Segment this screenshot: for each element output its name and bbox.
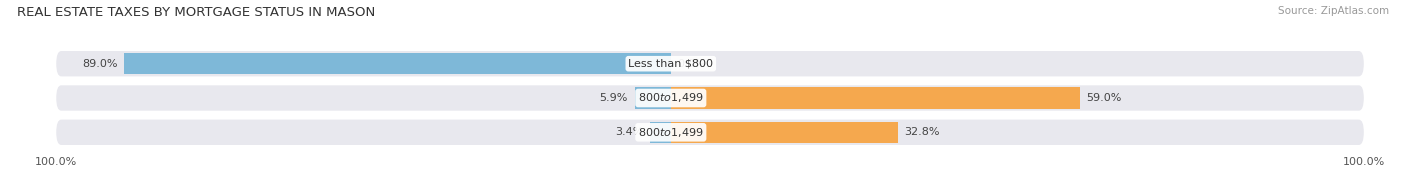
Bar bbox=[671, 87, 1080, 109]
Bar bbox=[634, 87, 671, 109]
Text: 3.4%: 3.4% bbox=[614, 127, 644, 137]
Bar bbox=[124, 53, 671, 74]
Text: $800 to $1,499: $800 to $1,499 bbox=[638, 92, 703, 104]
Text: REAL ESTATE TAXES BY MORTGAGE STATUS IN MASON: REAL ESTATE TAXES BY MORTGAGE STATUS IN … bbox=[17, 6, 375, 19]
FancyBboxPatch shape bbox=[56, 51, 1364, 76]
Text: 0.0%: 0.0% bbox=[678, 59, 706, 69]
Bar bbox=[650, 122, 671, 143]
FancyBboxPatch shape bbox=[56, 120, 1364, 145]
FancyBboxPatch shape bbox=[56, 85, 1364, 111]
Text: 59.0%: 59.0% bbox=[1087, 93, 1122, 103]
Text: 89.0%: 89.0% bbox=[82, 59, 117, 69]
Text: 5.9%: 5.9% bbox=[599, 93, 628, 103]
Text: 32.8%: 32.8% bbox=[904, 127, 941, 137]
Bar bbox=[671, 122, 898, 143]
Text: Less than $800: Less than $800 bbox=[628, 59, 713, 69]
Text: $800 to $1,499: $800 to $1,499 bbox=[638, 126, 703, 139]
Text: Source: ZipAtlas.com: Source: ZipAtlas.com bbox=[1278, 6, 1389, 16]
